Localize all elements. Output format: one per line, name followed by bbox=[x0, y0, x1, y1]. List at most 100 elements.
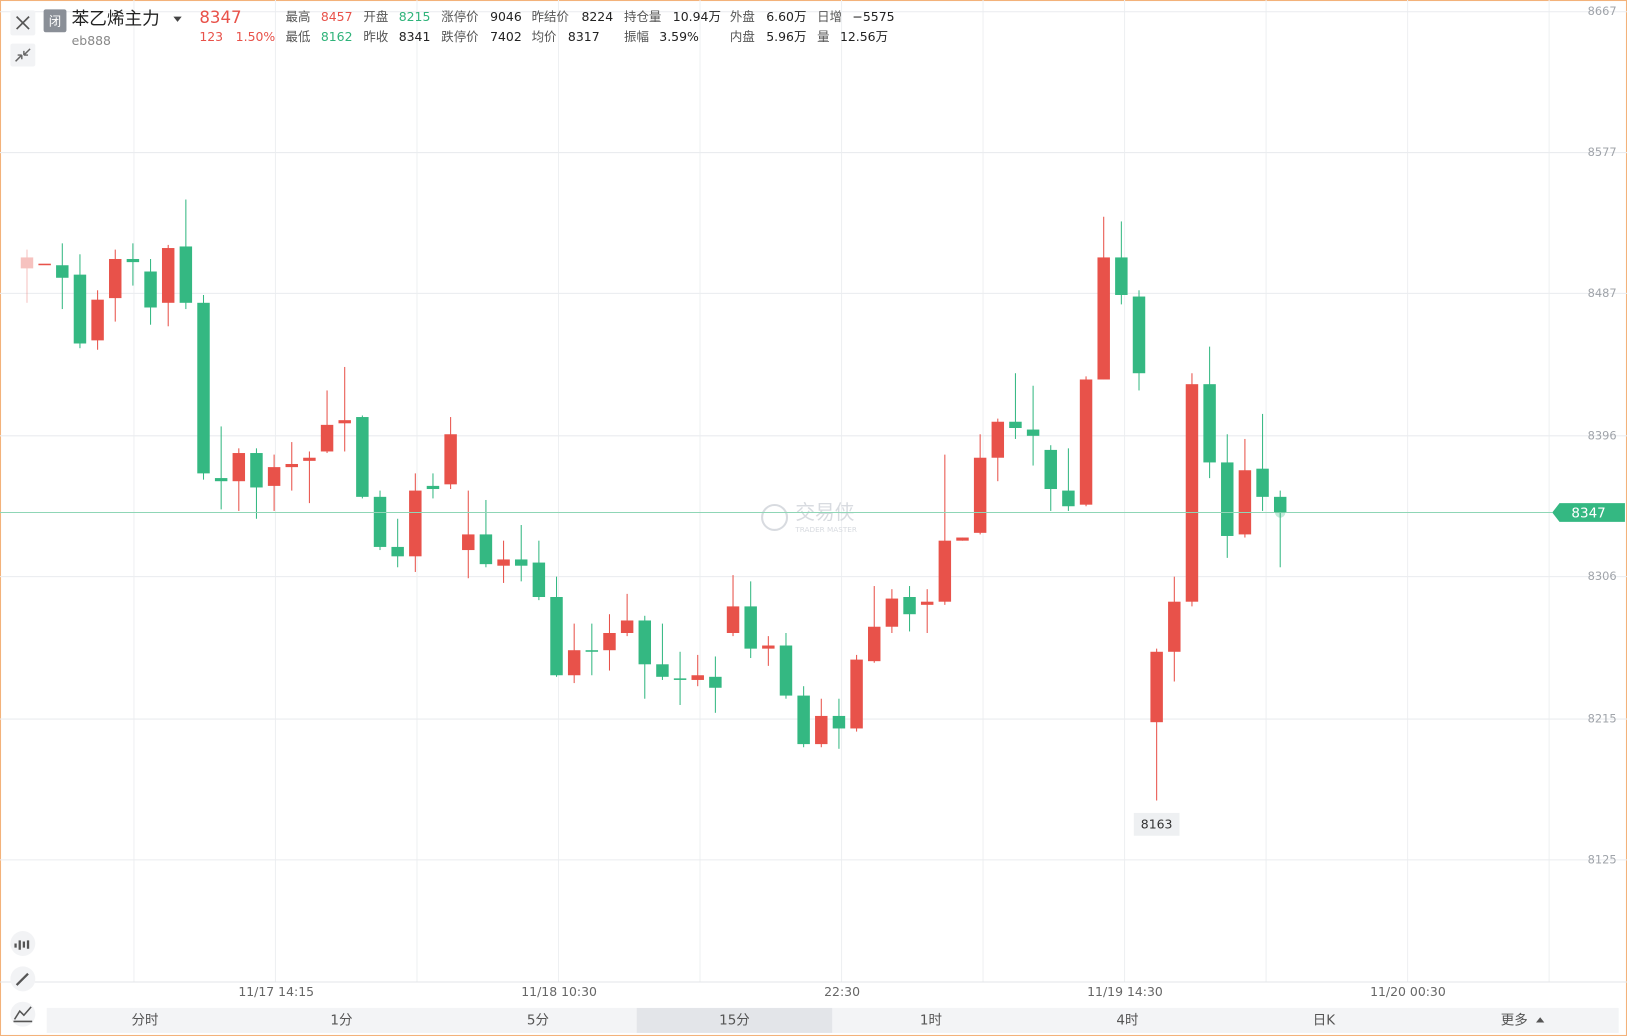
period-tab[interactable]: 1时 bbox=[920, 1012, 942, 1028]
candle bbox=[126, 243, 140, 286]
candle bbox=[373, 490, 387, 551]
candle bbox=[338, 366, 351, 452]
stat-value: −5575 bbox=[852, 9, 894, 24]
stat-label: 持仓量 bbox=[624, 9, 661, 24]
candle bbox=[1150, 648, 1163, 801]
candle-body bbox=[38, 263, 51, 266]
candle bbox=[815, 698, 828, 748]
overlay: 8347 8163 bbox=[0, 503, 1625, 836]
shrink-button[interactable] bbox=[10, 43, 36, 67]
candle-body bbox=[1079, 379, 1093, 505]
candle-body bbox=[991, 421, 1005, 458]
last-price: 8347 bbox=[199, 8, 241, 27]
period-tab[interactable]: 5分 bbox=[527, 1012, 549, 1028]
stat-label: 最高 bbox=[286, 9, 311, 24]
price-change-pct: 1.50% bbox=[236, 29, 276, 44]
grid: 11/17 14:15 11/18 10:30 22:30 11/19 14:30 11… bbox=[0, 0, 1627, 999]
candle-body bbox=[550, 597, 563, 676]
price-change: 123 bbox=[199, 29, 223, 44]
symbol-name[interactable]: 苯乙烯主力 bbox=[72, 9, 160, 30]
candle-body bbox=[868, 626, 881, 662]
stat-label: 最低 bbox=[286, 29, 311, 44]
watermark-subtext: TRADER MASTER bbox=[794, 525, 857, 534]
period-tab[interactable]: 15分 bbox=[719, 1012, 750, 1028]
candle-body bbox=[144, 271, 157, 308]
candle bbox=[973, 434, 987, 535]
candle bbox=[744, 581, 757, 659]
candle bbox=[1115, 221, 1128, 305]
stat-value: 12.56万 bbox=[840, 29, 888, 44]
close-button[interactable] bbox=[10, 10, 36, 36]
candle bbox=[20, 249, 34, 303]
candle bbox=[1256, 413, 1269, 511]
tab-bar bbox=[46, 1007, 1619, 1033]
low-label: 8163 bbox=[1141, 816, 1173, 831]
candle-body bbox=[585, 650, 599, 652]
stat-value: 5.96万 bbox=[766, 29, 806, 44]
period-tab[interactable]: 分时 bbox=[131, 1012, 158, 1028]
candle bbox=[956, 537, 969, 541]
more-arrow[interactable] bbox=[1536, 1017, 1545, 1023]
candle bbox=[514, 525, 528, 582]
candle bbox=[73, 254, 87, 349]
candle-body bbox=[179, 246, 193, 303]
candle-body bbox=[903, 597, 916, 615]
stat-label: 振幅 bbox=[624, 29, 649, 44]
draw-tool[interactable] bbox=[10, 966, 36, 992]
candle bbox=[1026, 385, 1040, 466]
last-price-tag bbox=[1552, 503, 1625, 522]
symbol-code: eb888 bbox=[72, 33, 111, 48]
candle bbox=[832, 698, 846, 749]
period-tab[interactable]: 4时 bbox=[1116, 1012, 1138, 1028]
candle-body bbox=[726, 606, 740, 633]
candle-body bbox=[691, 675, 704, 680]
candle-body bbox=[56, 265, 69, 278]
y-tick-label: 8125 bbox=[1588, 852, 1617, 866]
stat-label: 量 bbox=[817, 29, 829, 44]
candle-body bbox=[109, 258, 122, 299]
candle bbox=[285, 442, 298, 491]
candle bbox=[1062, 448, 1075, 511]
candle bbox=[1168, 576, 1181, 682]
x-tick-label: 22:30 bbox=[824, 984, 860, 999]
last-price-label: 8347 bbox=[1571, 506, 1605, 522]
candle-body bbox=[815, 715, 828, 745]
status-badge bbox=[43, 9, 67, 33]
candle-body bbox=[479, 534, 493, 565]
indicator-tool[interactable] bbox=[10, 931, 36, 956]
candle-body bbox=[1026, 429, 1040, 436]
candle-body bbox=[303, 457, 316, 461]
candle-body bbox=[1150, 651, 1163, 723]
candle bbox=[903, 586, 916, 632]
stat-label: 昨收 bbox=[363, 29, 388, 44]
period-tab[interactable]: 1分 bbox=[330, 1012, 352, 1028]
y-tick-label: 8215 bbox=[1588, 712, 1617, 726]
candle-body bbox=[956, 537, 969, 541]
candle-body bbox=[20, 257, 34, 269]
stat-value: 8224 bbox=[581, 9, 613, 24]
candle-body bbox=[1238, 470, 1252, 535]
y-tick-label: 8487 bbox=[1588, 286, 1617, 300]
line-tool[interactable] bbox=[10, 1001, 36, 1027]
candle-body bbox=[850, 659, 863, 729]
candle-body bbox=[373, 496, 387, 547]
candle bbox=[797, 686, 810, 748]
candle bbox=[691, 654, 704, 687]
period-tab[interactable]: 日K bbox=[1313, 1012, 1336, 1028]
stat-label: 开盘 bbox=[363, 9, 388, 24]
candle-body bbox=[444, 434, 457, 485]
candle-body bbox=[973, 457, 987, 533]
period-tab[interactable]: 更多 bbox=[1501, 1011, 1528, 1028]
candle bbox=[356, 415, 369, 499]
candle-body bbox=[797, 695, 810, 745]
candle bbox=[762, 636, 775, 666]
candle bbox=[391, 518, 404, 568]
candle bbox=[1273, 490, 1287, 568]
candle-body bbox=[514, 559, 528, 566]
candle bbox=[250, 448, 263, 519]
stat-label: 内盘 bbox=[730, 29, 755, 44]
candle bbox=[726, 575, 740, 637]
symbol-dropdown[interactable] bbox=[173, 16, 182, 22]
candle bbox=[91, 290, 104, 350]
